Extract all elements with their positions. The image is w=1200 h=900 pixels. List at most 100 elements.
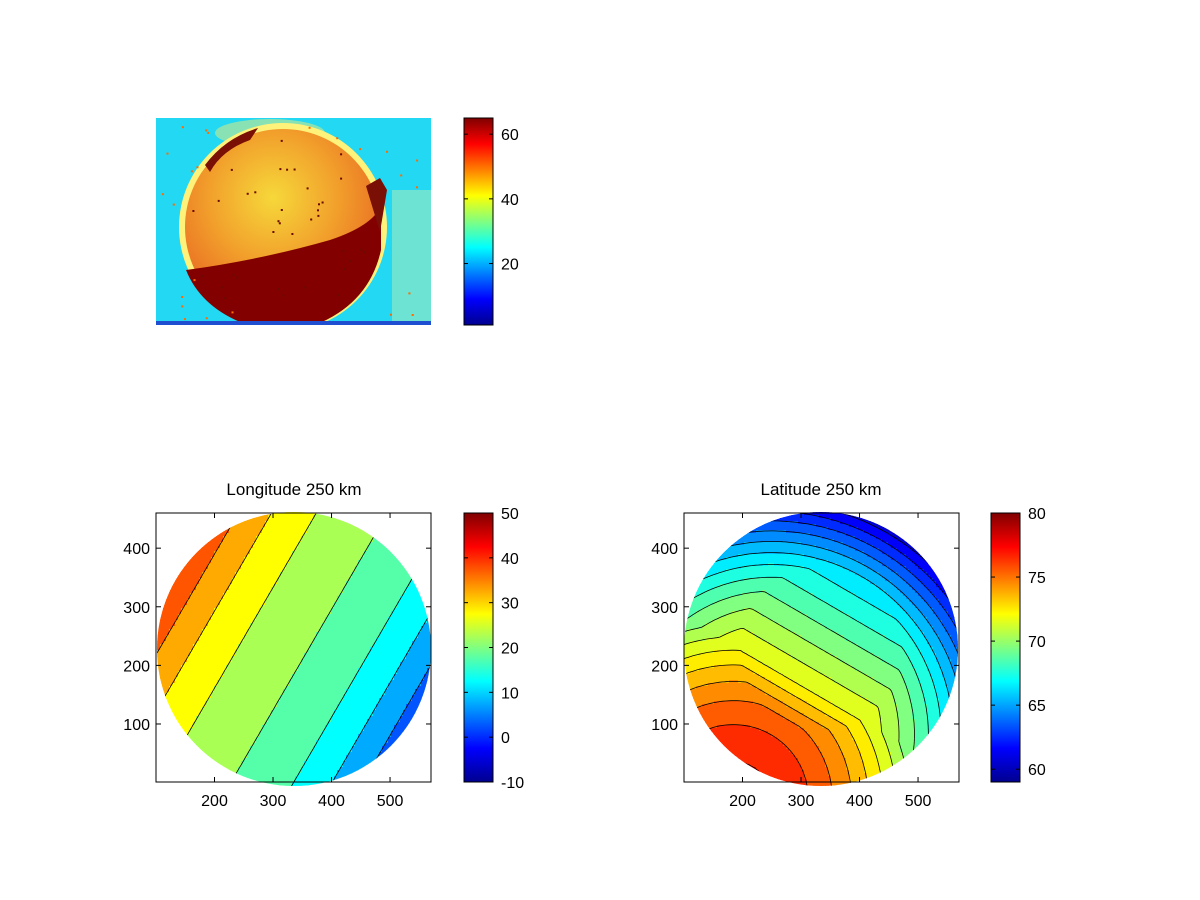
longitude-cell: [241, 680, 245, 684]
longitude-cell: [214, 665, 218, 669]
longitude-cell: [271, 563, 275, 567]
longitude-cell: [178, 683, 182, 687]
longitude-cell: [412, 593, 416, 597]
longitude-cell: [253, 584, 257, 588]
longitude-cell: [328, 638, 332, 642]
longitude-cell: [340, 611, 344, 615]
longitude-cell: [334, 632, 338, 636]
longitude-cell: [178, 584, 182, 588]
longitude-cell: [343, 653, 347, 657]
longitude-cell: [253, 566, 257, 570]
longitude-cell: [298, 620, 302, 624]
longitude-cell: [412, 683, 416, 687]
longitude-cell: [298, 626, 302, 630]
longitude-cell: [376, 539, 380, 543]
longitude-cell: [286, 674, 290, 678]
longitude-cell: [268, 674, 272, 678]
longitude-cell: [334, 521, 338, 525]
longitude-cell: [241, 677, 245, 681]
longitude-cell: [262, 521, 266, 525]
longitude-cell: [178, 614, 182, 618]
longitude-cell: [277, 542, 281, 546]
longitude-cell: [172, 656, 176, 660]
longitude-cell: [319, 608, 323, 612]
longitude-cell: [361, 635, 365, 639]
longitude-cell: [304, 629, 308, 633]
longitude-cell: [262, 605, 266, 609]
longitude-cell: [394, 584, 398, 588]
longitude-cell: [322, 608, 326, 612]
longitude-cell: [367, 653, 371, 657]
longitude-cell: [388, 641, 392, 645]
longitude-cell: [325, 653, 329, 657]
longitude-cell: [238, 572, 242, 576]
longitude-cell: [271, 626, 275, 630]
longitude-cell: [268, 617, 272, 621]
longitude-cell: [319, 572, 323, 576]
longitude-cell: [334, 629, 338, 633]
longitude-cell: [328, 662, 332, 666]
longitude-cell: [202, 545, 206, 549]
longitude-cell: [331, 602, 335, 606]
longitude-cell: [265, 608, 269, 612]
longitude-cell: [391, 638, 395, 642]
longitude-cell: [235, 680, 239, 684]
longitude-cell: [205, 611, 209, 615]
longitude-cell: [349, 608, 353, 612]
longitude-cell: [280, 692, 284, 696]
longitude-cell: [316, 572, 320, 576]
longitude-cell: [295, 569, 299, 573]
longitude-cell: [379, 689, 383, 693]
longitude-cell: [211, 560, 215, 564]
longitude-cell: [268, 590, 272, 594]
longitude-cell: [271, 557, 275, 561]
longitude-cell: [319, 659, 323, 663]
longitude-cell: [343, 545, 347, 549]
longitude-cell: [232, 659, 236, 663]
longitude-cell: [247, 674, 251, 678]
longitude-cell: [418, 668, 422, 672]
longitude-cell: [247, 635, 251, 639]
longitude-cell: [361, 563, 365, 567]
longitude-cell: [370, 566, 374, 570]
longitude-cell: [229, 671, 233, 675]
longitude-cell: [313, 575, 317, 579]
longitude-cell: [202, 629, 206, 633]
longitude-cell: [397, 641, 401, 645]
longitude-cell: [181, 683, 185, 687]
longitude-cell: [391, 689, 395, 693]
longitude-cell: [250, 635, 254, 639]
longitude-cell: [370, 674, 374, 678]
longitude-cell: [286, 629, 290, 633]
longitude-cell: [421, 605, 425, 609]
longitude-cell: [253, 689, 257, 693]
longitude-cell: [406, 683, 410, 687]
longitude-cell: [292, 539, 296, 543]
longitude-cell: [193, 650, 197, 654]
longitude-cell: [193, 611, 197, 615]
longitude-cell: [391, 587, 395, 591]
longitude-cell: [328, 686, 332, 690]
longitude-cell: [382, 668, 386, 672]
longitude-cell: [190, 560, 194, 564]
longitude-cell: [220, 635, 224, 639]
longitude-cell: [262, 644, 266, 648]
longitude-cell: [211, 680, 215, 684]
longitude-cell: [316, 566, 320, 570]
longitude-cell: [403, 572, 407, 576]
longitude-cell: [181, 620, 185, 624]
longitude-cell: [355, 632, 359, 636]
longitude-cell: [331, 671, 335, 675]
longitude-cell: [316, 530, 320, 534]
longitude-cell: [247, 623, 251, 627]
longitude-cell: [205, 677, 209, 681]
longitude-cell: [322, 533, 326, 537]
longitude-cell: [343, 551, 347, 555]
longitude-cell: [166, 623, 170, 627]
longitude-cell: [361, 530, 365, 534]
longitude-cell: [250, 602, 254, 606]
longitude-cell: [241, 662, 245, 666]
longitude-cell: [289, 620, 293, 624]
longitude-cell: [349, 641, 353, 645]
longitude-cell: [307, 656, 311, 660]
